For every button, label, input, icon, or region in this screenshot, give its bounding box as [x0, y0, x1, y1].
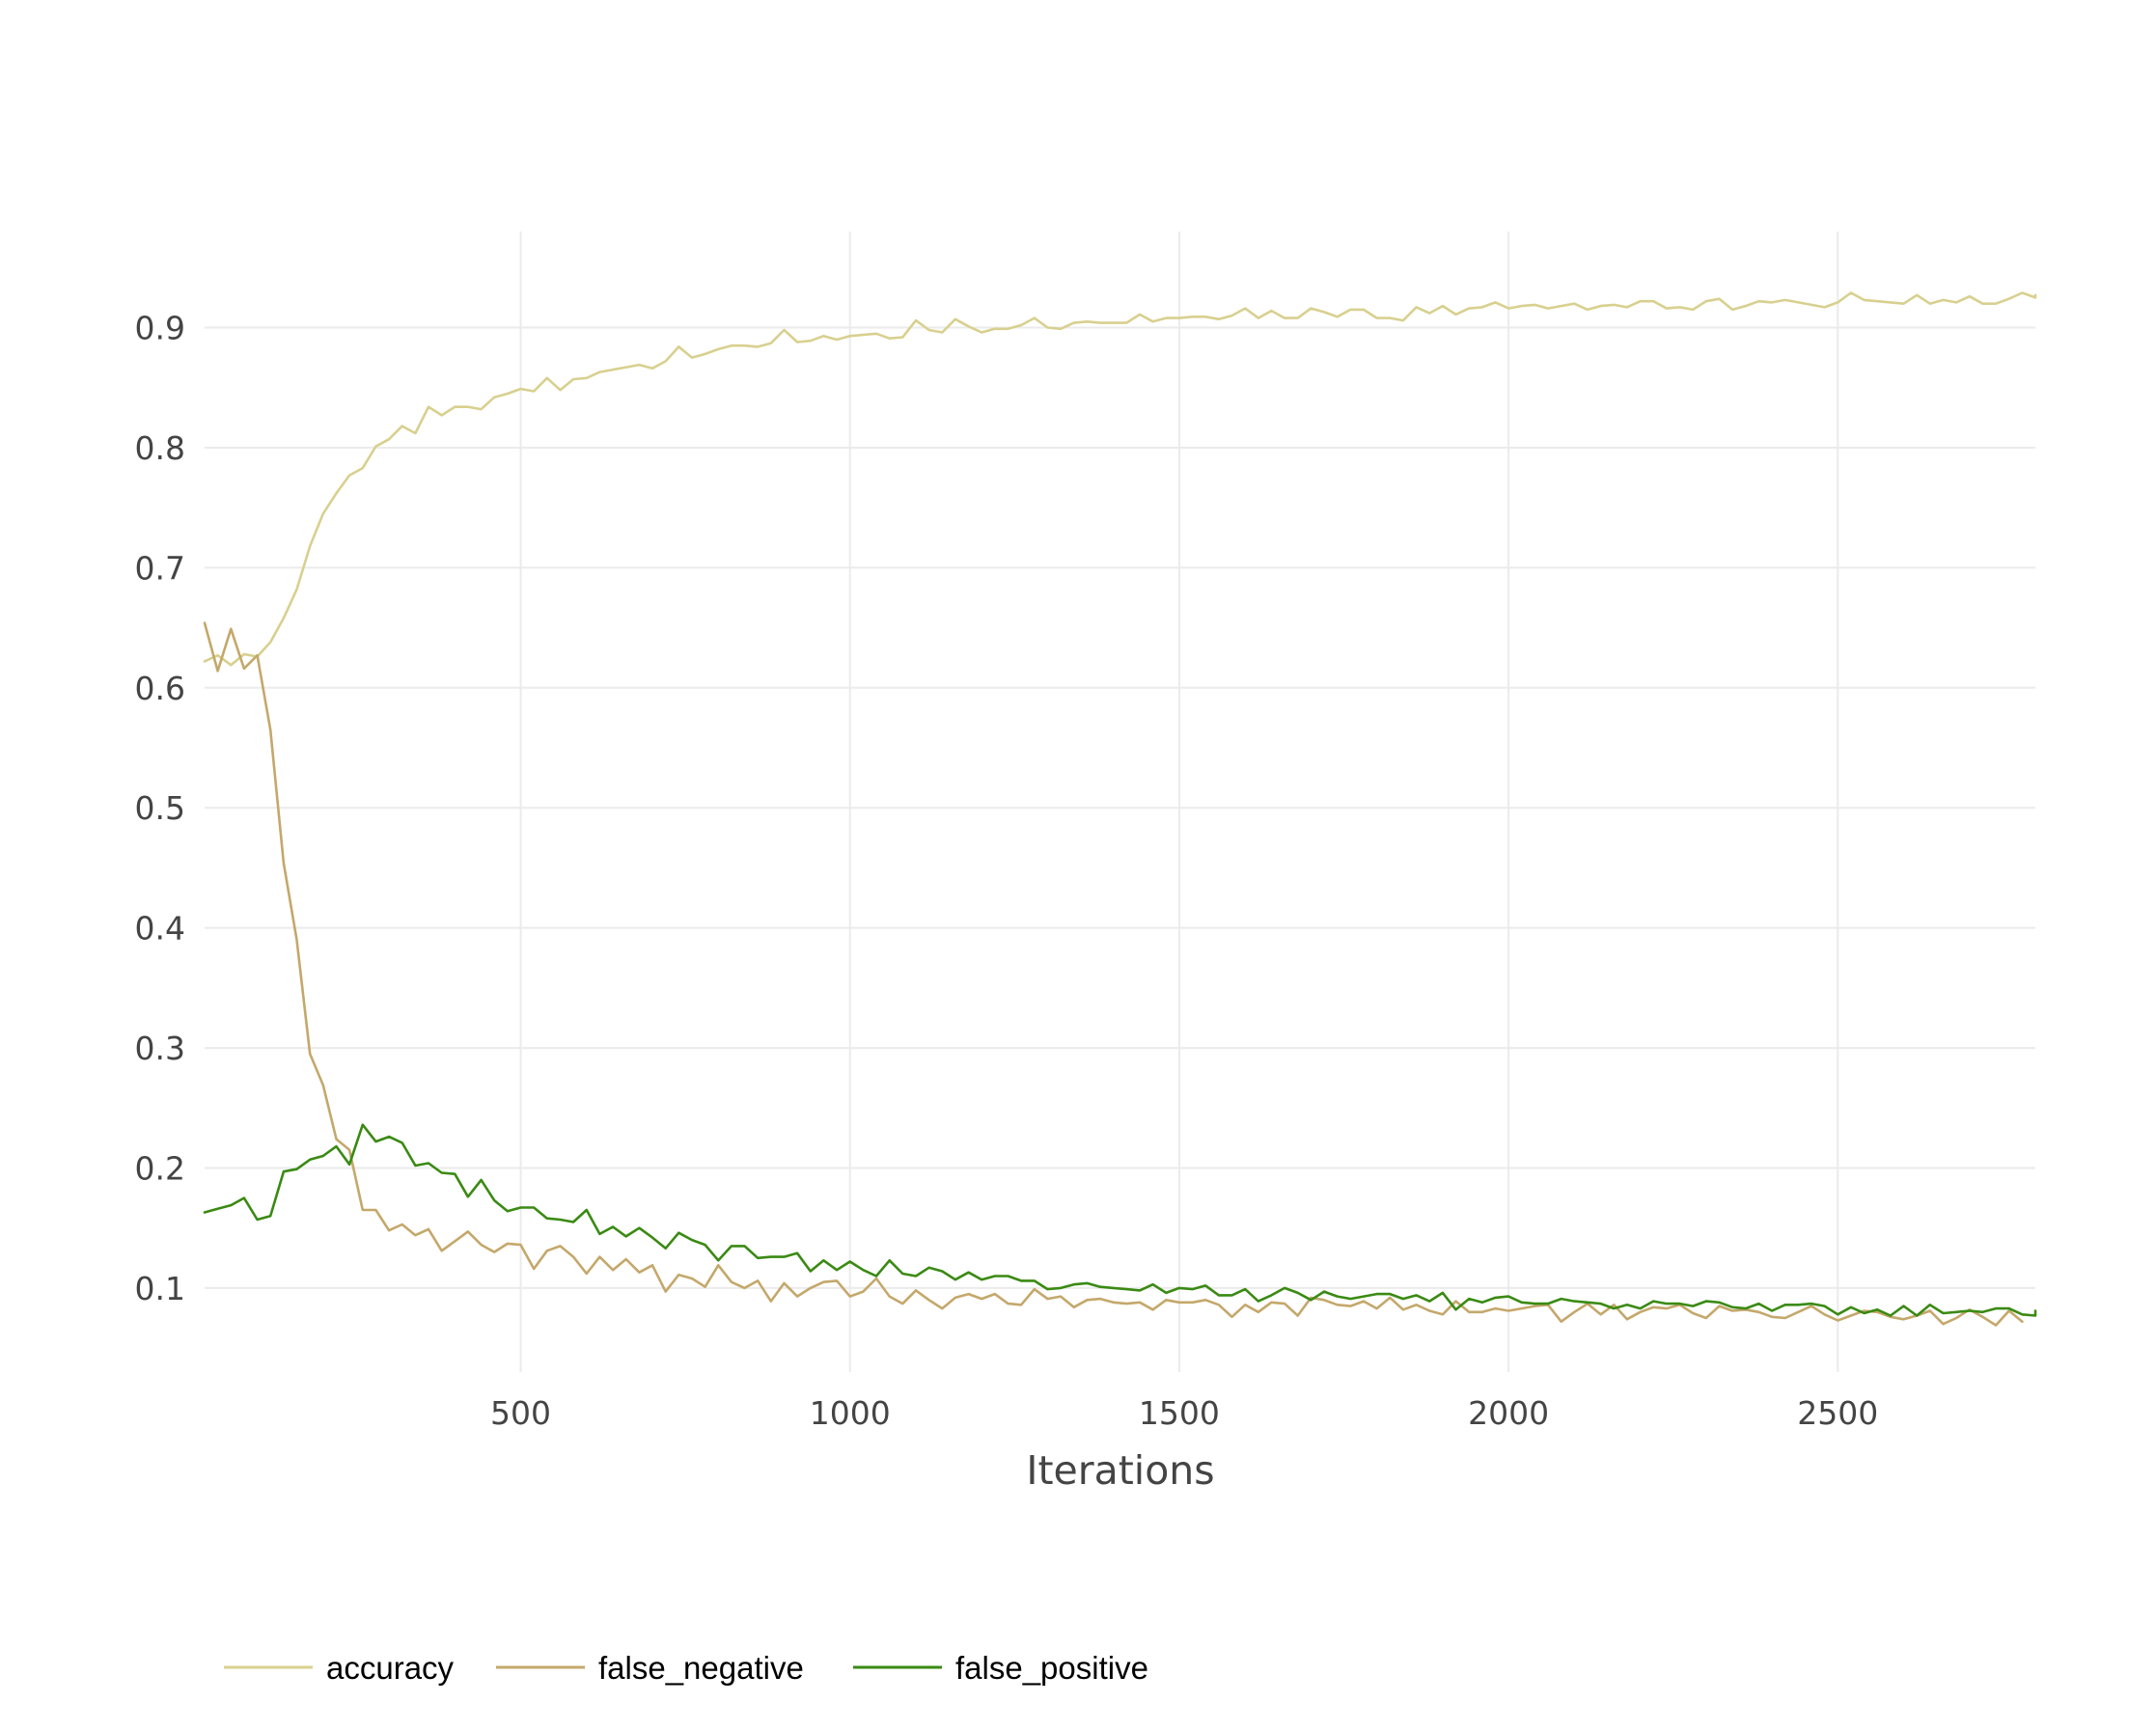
y-tick-label-1: 0.2 — [135, 1149, 185, 1187]
y-tick-label-3: 0.4 — [135, 910, 185, 948]
x-tick-label-2000: 2000 — [1468, 1394, 1549, 1432]
x-tick-label-2500: 2500 — [1797, 1394, 1878, 1432]
y-tick-label-6: 0.7 — [135, 549, 185, 587]
legend-label-accuracy: accuracy — [326, 1650, 455, 1686]
series-line-accuracy — [203, 291, 2037, 667]
x-tick-label-500: 500 — [490, 1394, 551, 1432]
y-tick-label-8: 0.9 — [135, 310, 185, 347]
legend: accuracy false_negative false_positive — [224, 1650, 1148, 1686]
series-lines — [203, 291, 2037, 1327]
y-tick-label-4: 0.5 — [135, 789, 185, 827]
series-line-false-negative — [203, 621, 2024, 1327]
tick-labels: 500 1000 1500 2000 2500 0.1 0.2 0.3 0.4 0.5 0.6 0.7… — [135, 310, 1879, 1432]
y-tick-label-2: 0.3 — [135, 1030, 185, 1067]
x-tick-label-1000: 1000 — [810, 1394, 891, 1432]
x-axis-title: Iterations — [1026, 1447, 1214, 1494]
y-tick-label-5: 0.6 — [135, 670, 185, 707]
series-line-false-positive — [203, 1123, 2037, 1317]
legend-label-false-positive: false_positive — [955, 1650, 1148, 1686]
grid — [205, 232, 2035, 1372]
legend-item-false-positive: false_positive — [853, 1650, 1148, 1686]
y-tick-label-0: 0.1 — [135, 1270, 185, 1307]
legend-item-false-negative: false_negative — [496, 1650, 804, 1686]
x-tick-label-1500: 1500 — [1139, 1394, 1220, 1432]
legend-label-false-negative: false_negative — [598, 1650, 804, 1686]
legend-item-accuracy: accuracy — [224, 1650, 455, 1686]
y-tick-label-7: 0.8 — [135, 429, 185, 467]
